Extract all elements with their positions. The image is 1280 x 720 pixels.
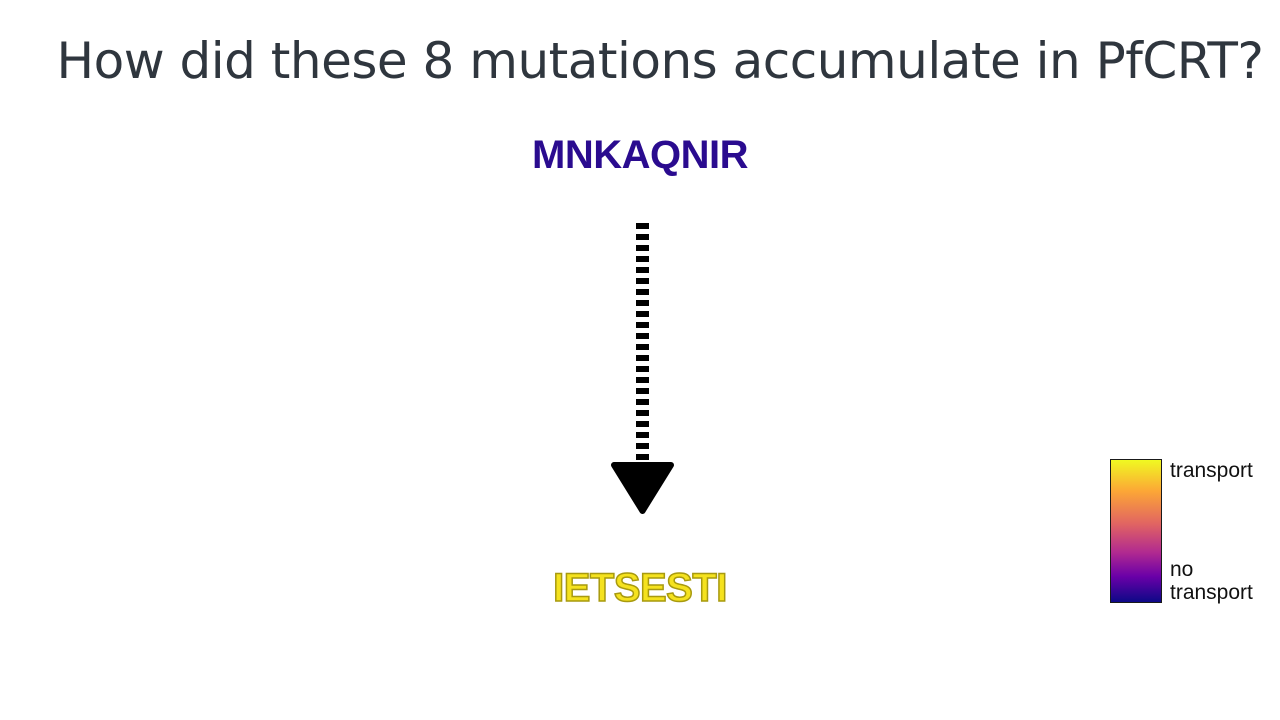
- dashed-down-arrow: [611, 223, 674, 514]
- slide-title: How did these 8 mutations accumulate in …: [56, 32, 1264, 90]
- legend-label-low-line2: transport: [1170, 581, 1253, 604]
- colorbar: [1110, 459, 1162, 603]
- start-sequence: MNKAQNIR: [532, 133, 748, 177]
- legend-label-low-line1: no: [1170, 558, 1194, 581]
- arrow-head: [611, 462, 674, 514]
- legend-label-low: no transport: [1170, 558, 1253, 604]
- end-sequence: IETSESTI: [552, 565, 728, 611]
- legend-label-high: transport: [1170, 459, 1253, 482]
- color-legend: transport no transport: [1110, 459, 1280, 609]
